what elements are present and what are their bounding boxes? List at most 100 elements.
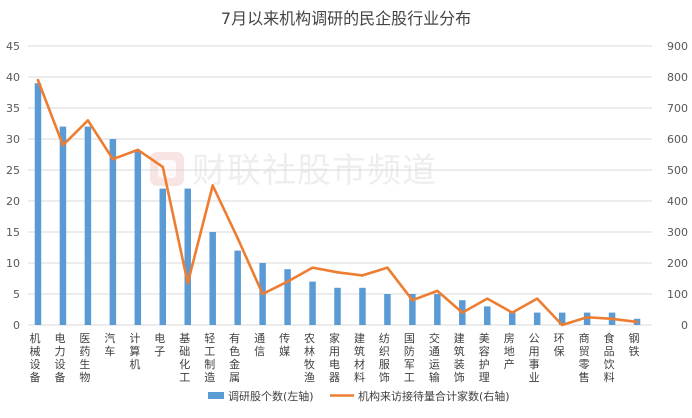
line-point	[560, 323, 564, 327]
bar	[533, 312, 541, 325]
line-point	[386, 266, 389, 269]
line-point	[136, 148, 140, 152]
x-tick-label: 房地产	[504, 332, 515, 371]
line-point	[461, 311, 464, 314]
right-tick-label: 900	[667, 40, 688, 53]
right-tick-label: 500	[667, 164, 688, 177]
line-point	[261, 292, 264, 296]
x-tick-label: 家用电器	[329, 331, 340, 384]
left-tick-label: 30	[6, 133, 20, 146]
x-tick-label: 传媒	[279, 332, 290, 358]
line-point	[585, 316, 589, 319]
left-tick-label: 45	[6, 40, 20, 53]
left-tick-label: 10	[6, 257, 20, 270]
line-point	[286, 280, 289, 283]
legend-swatch-bars	[208, 392, 224, 399]
right-tick-label: 300	[667, 226, 688, 239]
line-point	[535, 297, 539, 300]
bar	[209, 232, 216, 325]
bar	[134, 151, 142, 325]
watermark-text: 财联社股市频道	[192, 151, 437, 191]
x-tick-label: 轻工制造	[204, 331, 215, 384]
x-tick-label: 电力设备	[54, 332, 65, 384]
chart-title: 7月以来机构调研的民企股行业分布	[221, 9, 471, 28]
watermark: 财联社股市频道	[150, 151, 437, 191]
right-tick-label: 0	[681, 319, 688, 332]
bar	[434, 294, 441, 325]
left-tick-label: 25	[6, 164, 20, 177]
x-tick-label: 机械设备	[29, 331, 40, 384]
right-tick-label: 600	[667, 133, 688, 146]
bar	[484, 306, 491, 325]
x-tick-label: 基础化工	[179, 332, 190, 384]
legend: 调研股个数(左轴) 机构来访接待量合计家数(右轴)	[208, 389, 510, 403]
right-tick-label: 100	[667, 288, 688, 301]
x-tick-label: 通信	[254, 332, 265, 358]
x-tick-label: 交通运输	[429, 331, 440, 384]
line-point	[211, 184, 214, 187]
bar	[309, 281, 316, 325]
legend-label-line: 机构来访接待量合计家数(右轴)	[358, 389, 510, 403]
x-tick-label: 公用事业	[529, 332, 540, 384]
x-tick-label: 美容护理	[479, 332, 490, 384]
right-tick-label: 800	[667, 71, 688, 84]
line-point	[236, 237, 239, 240]
x-tick-label: 农林牧渔	[304, 331, 315, 384]
right-axis: 0 100 200 300 400 500 600 700 800 900	[667, 40, 688, 332]
x-tick-label: 电子	[154, 332, 165, 358]
line-point	[311, 266, 314, 269]
legend-label-bars: 调研股个数(左轴)	[228, 389, 314, 403]
line-point	[111, 157, 115, 161]
x-tick-label: 汽车	[104, 331, 115, 358]
left-tick-label: 40	[6, 71, 20, 84]
line-point	[61, 144, 65, 147]
line-point	[511, 311, 514, 314]
line-point	[86, 119, 90, 122]
bar-series	[34, 83, 641, 325]
line-point	[486, 297, 489, 300]
left-tick-label: 20	[6, 195, 20, 208]
left-tick-label: 35	[6, 102, 20, 115]
left-tick-label: 15	[6, 226, 20, 239]
line-point	[361, 274, 364, 277]
x-tick-label: 有色金属	[229, 331, 240, 384]
bar	[84, 126, 92, 325]
x-tick-label: 环保	[554, 332, 565, 358]
bar	[59, 126, 67, 325]
x-tick-label: 食品饮料	[604, 331, 615, 384]
bar	[109, 139, 117, 325]
line-point	[36, 78, 40, 82]
left-axis: 0 5 10 15 20 25 30 35 40 45	[6, 40, 20, 332]
bar	[359, 287, 366, 325]
bar	[384, 294, 391, 325]
line-point	[635, 320, 639, 324]
line-point	[610, 317, 614, 320]
line-point	[186, 281, 189, 285]
line-point	[161, 165, 164, 169]
line-point	[436, 289, 439, 293]
bar	[284, 269, 291, 325]
line-point	[411, 299, 414, 302]
bar	[558, 312, 566, 325]
bar	[334, 287, 341, 325]
x-tick-label: 纺织服饰	[379, 331, 390, 384]
x-tick-label: 医药生物	[79, 332, 90, 384]
x-tick-label: 钢铁	[629, 332, 640, 358]
bar	[184, 188, 191, 325]
bar	[409, 294, 416, 325]
watermark-logo-inner	[158, 160, 176, 178]
right-tick-label: 200	[667, 257, 688, 270]
x-tick-label: 建筑装饰	[454, 331, 465, 384]
bar	[234, 250, 241, 325]
bar	[159, 188, 167, 325]
x-tick-label: 建筑材料	[354, 331, 365, 384]
right-tick-label: 700	[667, 102, 688, 115]
right-tick-label: 400	[667, 195, 688, 208]
x-tick-label: 计算机	[129, 332, 140, 371]
left-tick-label: 5	[13, 288, 20, 301]
left-tick-label: 0	[13, 319, 20, 332]
line-series	[36, 78, 639, 327]
bar	[583, 312, 591, 325]
